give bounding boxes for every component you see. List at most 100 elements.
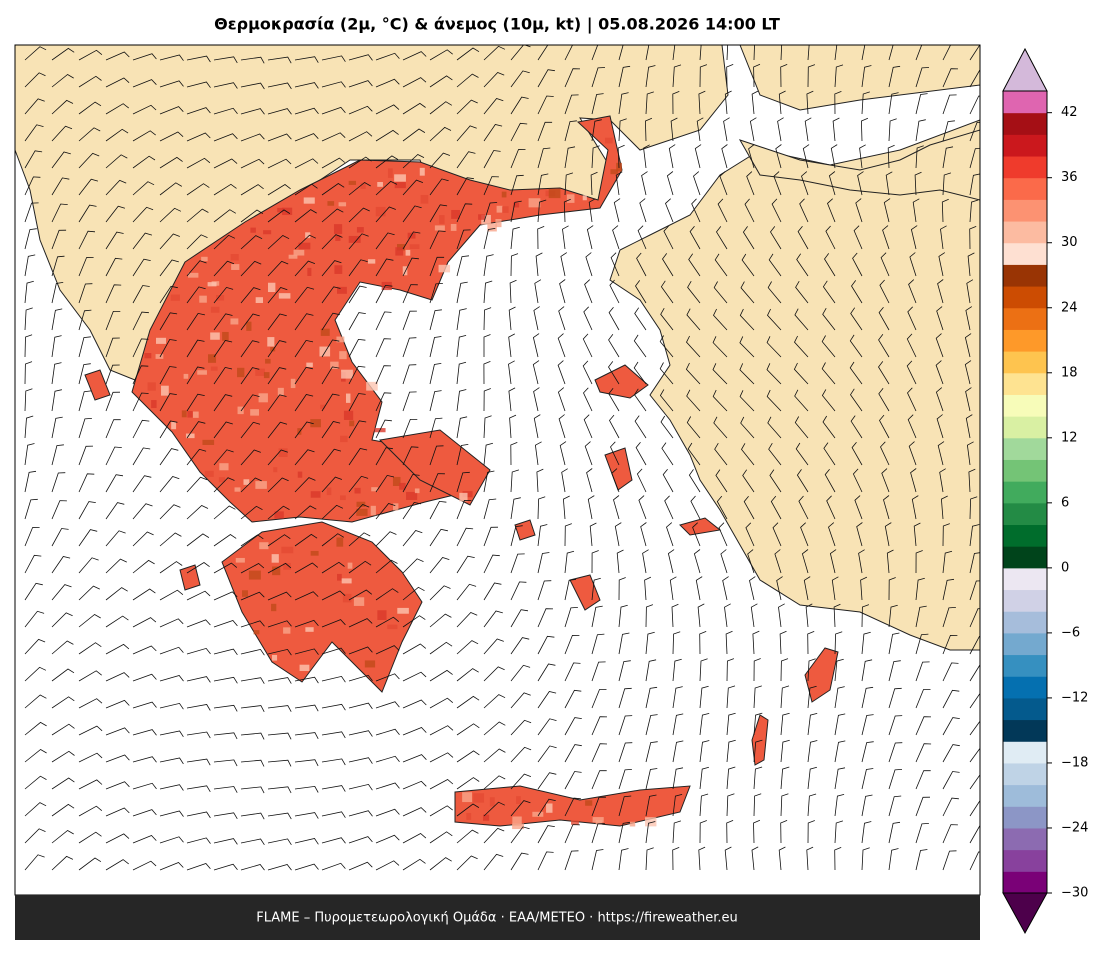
wind-barb (586, 225, 594, 250)
wind-barb (321, 312, 340, 331)
wind-barb (186, 562, 210, 574)
wind-barb (483, 554, 500, 574)
wind-barb (24, 388, 33, 412)
wind-barb (375, 782, 400, 790)
wind-barb (770, 226, 782, 250)
wind-barb (456, 695, 480, 709)
wind-barb (483, 388, 491, 412)
colorbar-segment (1003, 286, 1047, 309)
wind-barb (689, 225, 701, 250)
wind-barb (672, 794, 683, 817)
wind-barb (753, 766, 763, 790)
wind-barb (159, 339, 177, 358)
terrain-pixel (343, 410, 354, 420)
wind-barb (105, 859, 129, 871)
terrain-pixel (246, 321, 252, 331)
wind-barb (969, 524, 980, 547)
terrain-pixel (394, 174, 406, 182)
wind-barb (483, 666, 505, 682)
terrain-pixel (271, 603, 277, 612)
terrain-pixel (381, 281, 392, 291)
terrain-pixel (263, 230, 272, 235)
wind-barb (294, 133, 319, 142)
wind-barb (591, 67, 606, 88)
wind-barb (402, 102, 426, 115)
wind-barb (713, 308, 728, 331)
wind-barb (828, 171, 836, 196)
terrain-pixel (439, 215, 445, 224)
wind-barb (908, 441, 917, 466)
footer-text: FLAME – Πυρομετεωρολογική Ομάδα · ΕΑΑ/ME… (256, 911, 738, 926)
wind-barb (564, 120, 577, 142)
wind-barb (375, 755, 400, 763)
wind-barb (429, 445, 444, 466)
terrain-pixel (210, 366, 218, 371)
terrain-pixel (462, 491, 473, 498)
terrain-pixel (645, 817, 657, 827)
wind-barb (402, 474, 420, 493)
terrain-pixel (267, 337, 275, 347)
wind-barb (591, 550, 599, 574)
wind-barb (294, 366, 313, 385)
wind-barb (768, 253, 782, 277)
wind-barb (213, 505, 236, 520)
wind-barb (240, 505, 263, 520)
wind-barb (712, 363, 728, 385)
wind-barb (402, 77, 427, 88)
wind-barb (105, 311, 121, 331)
wind-barb (915, 577, 925, 601)
wind-barb (698, 90, 706, 115)
wind-barb (557, 360, 566, 385)
wind-barb (699, 820, 707, 844)
wind-barb (483, 254, 494, 277)
wind-barb (618, 45, 624, 61)
wind-barb (775, 144, 782, 169)
wind-barb (267, 620, 292, 628)
terrain-pixel (255, 368, 265, 376)
wind-barb (213, 732, 238, 740)
wind-barb (537, 825, 555, 844)
wind-barb (402, 128, 426, 142)
wind-barb (508, 360, 515, 385)
wind-barb (294, 56, 319, 63)
wind-barb (767, 308, 782, 331)
terrain-pixel (327, 201, 335, 206)
wind-barb (51, 416, 63, 439)
wind-barb (537, 226, 545, 250)
wind-barb (105, 128, 129, 142)
wind-barb (753, 658, 761, 682)
wind-barb (915, 770, 931, 790)
wind-barb (716, 226, 728, 250)
wind-barb (638, 495, 647, 520)
terrain-pixel (248, 570, 261, 580)
wind-barb (886, 549, 894, 574)
wind-barb (833, 603, 841, 628)
wind-barb (51, 229, 67, 250)
wind-barb (849, 361, 863, 385)
wind-barb (240, 235, 263, 250)
wind-barb (915, 633, 929, 655)
wind-barb (105, 257, 123, 277)
wind-barb (294, 648, 319, 655)
terrain-pixel (210, 332, 220, 340)
wind-barb (942, 797, 959, 817)
wind-barb (672, 631, 681, 655)
terrain-pixel (187, 410, 193, 418)
wind-barb (348, 182, 371, 196)
wind-barb (510, 70, 530, 88)
wind-barb (776, 576, 783, 601)
wind-barb (321, 286, 341, 304)
wind-barb (721, 144, 728, 169)
terrain-pixel (367, 259, 376, 264)
wind-barb (240, 108, 265, 115)
wind-barb (429, 101, 453, 115)
wind-barb (78, 363, 91, 385)
wind-barb (321, 234, 343, 250)
wind-barb (639, 198, 647, 223)
wind-barb (726, 820, 734, 844)
wind-barb (348, 393, 366, 412)
wind-barb (456, 750, 480, 763)
wind-barb (591, 689, 607, 709)
wind-barb (510, 497, 521, 520)
wind-barb (321, 260, 342, 277)
